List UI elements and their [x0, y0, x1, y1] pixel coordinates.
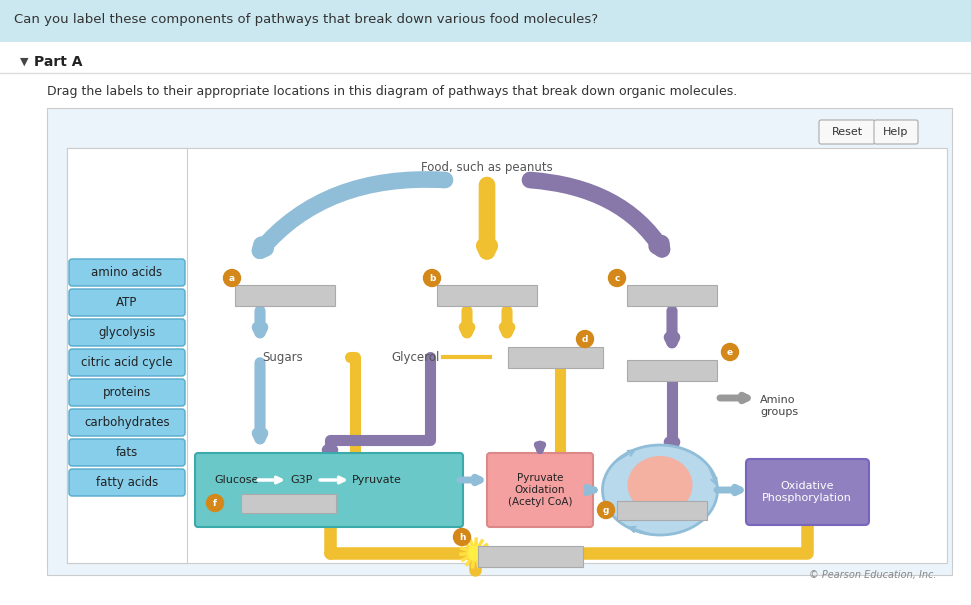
- FancyBboxPatch shape: [69, 319, 185, 346]
- Text: Pyruvate
Oxidation
(Acetyl CoA): Pyruvate Oxidation (Acetyl CoA): [508, 473, 572, 506]
- Text: a: a: [229, 274, 235, 283]
- Text: Can you label these components of pathways that break down various food molecule: Can you label these components of pathwa…: [14, 13, 598, 27]
- FancyBboxPatch shape: [0, 42, 971, 605]
- Text: G3P: G3P: [290, 475, 313, 485]
- Text: Glucose: Glucose: [214, 475, 258, 485]
- Circle shape: [597, 502, 615, 518]
- FancyBboxPatch shape: [478, 546, 583, 566]
- Text: fatty acids: fatty acids: [96, 476, 158, 489]
- Text: e: e: [727, 348, 733, 357]
- Circle shape: [423, 269, 441, 287]
- Text: glycolysis: glycolysis: [98, 326, 155, 339]
- Text: Part A: Part A: [34, 55, 83, 69]
- Ellipse shape: [627, 456, 692, 514]
- Text: Oxidative
Phosphorylation: Oxidative Phosphorylation: [762, 481, 852, 503]
- Text: g: g: [603, 506, 609, 515]
- Text: proteins: proteins: [103, 386, 151, 399]
- FancyBboxPatch shape: [819, 120, 875, 144]
- Circle shape: [721, 344, 739, 361]
- FancyBboxPatch shape: [874, 120, 918, 144]
- FancyBboxPatch shape: [69, 469, 185, 496]
- Text: ATP: ATP: [117, 296, 138, 309]
- FancyBboxPatch shape: [69, 259, 185, 286]
- FancyBboxPatch shape: [67, 148, 947, 563]
- FancyBboxPatch shape: [69, 409, 185, 436]
- Circle shape: [577, 330, 593, 347]
- FancyBboxPatch shape: [47, 108, 952, 575]
- Text: © Pearson Education, Inc.: © Pearson Education, Inc.: [809, 570, 937, 580]
- FancyBboxPatch shape: [0, 0, 971, 42]
- Text: carbohydrates: carbohydrates: [84, 416, 170, 429]
- Text: d: d: [582, 335, 588, 344]
- FancyBboxPatch shape: [617, 500, 707, 520]
- Text: ▼: ▼: [20, 57, 28, 67]
- Circle shape: [223, 269, 241, 287]
- Text: Glycerol: Glycerol: [391, 350, 440, 364]
- FancyBboxPatch shape: [746, 459, 869, 525]
- FancyBboxPatch shape: [627, 359, 717, 381]
- Text: Amino
groups: Amino groups: [760, 395, 798, 417]
- FancyBboxPatch shape: [67, 148, 187, 563]
- Text: c: c: [615, 274, 619, 283]
- FancyBboxPatch shape: [627, 284, 717, 306]
- Circle shape: [468, 546, 482, 560]
- Text: Help: Help: [884, 127, 909, 137]
- Text: Food, such as peanuts: Food, such as peanuts: [421, 162, 552, 174]
- Text: Reset: Reset: [831, 127, 862, 137]
- FancyBboxPatch shape: [487, 453, 593, 527]
- Circle shape: [207, 494, 223, 511]
- Ellipse shape: [602, 445, 718, 535]
- Text: Drag the labels to their appropriate locations in this diagram of pathways that : Drag the labels to their appropriate loc…: [47, 85, 737, 99]
- FancyBboxPatch shape: [69, 379, 185, 406]
- FancyBboxPatch shape: [235, 284, 335, 306]
- Text: b: b: [429, 274, 435, 283]
- Text: f: f: [213, 499, 217, 508]
- FancyBboxPatch shape: [69, 349, 185, 376]
- FancyBboxPatch shape: [437, 284, 537, 306]
- Text: citric acid cycle: citric acid cycle: [82, 356, 173, 369]
- Circle shape: [609, 269, 625, 287]
- FancyBboxPatch shape: [69, 439, 185, 466]
- Circle shape: [453, 529, 471, 546]
- Text: amino acids: amino acids: [91, 266, 162, 279]
- Text: h: h: [458, 533, 465, 542]
- FancyBboxPatch shape: [195, 453, 463, 527]
- FancyBboxPatch shape: [508, 347, 602, 367]
- Text: fats: fats: [116, 446, 138, 459]
- Text: Pyruvate: Pyruvate: [352, 475, 402, 485]
- FancyBboxPatch shape: [241, 494, 336, 512]
- FancyBboxPatch shape: [69, 289, 185, 316]
- Text: Sugars: Sugars: [262, 352, 303, 364]
